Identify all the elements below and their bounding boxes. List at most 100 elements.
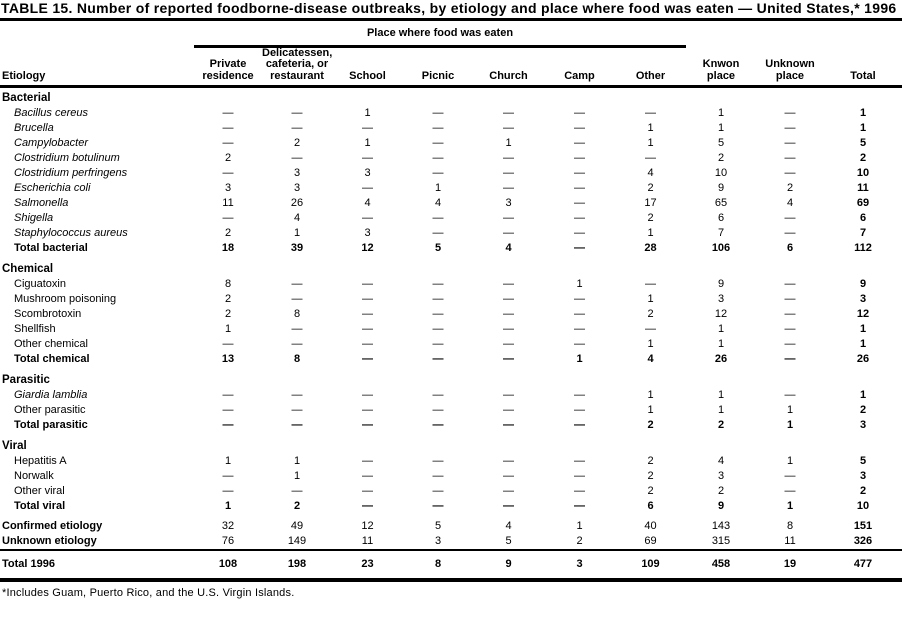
value-cell: 4 <box>786 197 794 209</box>
value-cell: 1 <box>859 323 867 335</box>
value-cell: — <box>503 167 514 179</box>
value-cell: 2 <box>647 308 654 320</box>
value-cell: 2 <box>224 293 232 305</box>
value-cell: 3 <box>434 535 442 547</box>
value-cell: — <box>291 278 303 290</box>
value-cell: 1 <box>505 137 512 149</box>
row-label: Campylobacter <box>14 137 88 149</box>
value-cell: — <box>574 419 585 431</box>
value-cell: — <box>503 182 514 194</box>
value-cell: 2 <box>293 137 301 149</box>
footnote: *Includes Guam, Puerto Rico, and the U.S… <box>2 587 295 599</box>
value-cell: 8 <box>293 353 301 365</box>
value-cell: 1 <box>786 404 794 416</box>
etiology-column-header: Etiology <box>0 46 194 88</box>
value-cell: — <box>291 122 303 134</box>
value-cell: — <box>222 389 234 401</box>
col-header-delicatessen: Delicatessen, cafeteria, or restaurant <box>262 46 332 88</box>
value-cell: 1 <box>717 404 725 416</box>
value-cell: 6 <box>786 242 794 254</box>
value-cell: — <box>362 500 373 512</box>
value-cell: — <box>784 227 796 239</box>
value-cell: — <box>574 167 585 179</box>
table-row: Scombrotoxin 2 8 — — — — 2 12 — 12 <box>0 307 902 322</box>
value-cell: — <box>574 182 585 194</box>
value-cell: 9 <box>717 500 725 512</box>
value-cell: 26 <box>856 353 870 365</box>
value-cell: — <box>503 107 514 119</box>
value-cell: 2 <box>647 419 654 431</box>
value-cell: — <box>574 485 585 497</box>
value-cell: 8 <box>224 278 232 290</box>
value-cell: 26 <box>290 197 304 209</box>
value-cell: 3 <box>505 197 512 209</box>
value-cell: 8 <box>403 549 473 582</box>
value-cell: 28 <box>644 242 657 254</box>
value-cell: — <box>574 404 585 416</box>
value-cell: 477 <box>824 549 902 582</box>
column-header-row: Etiology Private residence Delicatessen,… <box>0 46 902 88</box>
value-cell: — <box>784 308 796 320</box>
value-cell: 5 <box>434 242 442 254</box>
section-header-label: Chemical <box>2 263 54 275</box>
value-cell: — <box>222 338 234 350</box>
value-cell: — <box>784 212 796 224</box>
value-cell: — <box>574 197 585 209</box>
value-cell: 1 <box>786 500 794 512</box>
value-cell: 2 <box>859 152 867 164</box>
table-title: TABLE 15. Number of reported foodborne-d… <box>0 0 902 21</box>
value-cell: — <box>503 470 514 482</box>
table-row: Norwalk — 1 — — — — 2 3 — 3 <box>0 469 902 484</box>
value-cell: 11 <box>857 182 869 194</box>
value-cell: — <box>362 182 373 194</box>
section-header-label: Bacterial <box>2 92 51 104</box>
value-cell: — <box>503 308 514 320</box>
value-cell: 65 <box>714 197 728 209</box>
section-header-row: Chemical <box>0 256 902 277</box>
value-cell: 12 <box>361 242 374 254</box>
value-cell: 7 <box>717 227 725 239</box>
group-header-spacer <box>0 21 194 46</box>
value-cell: — <box>574 389 585 401</box>
value-cell: 10 <box>714 167 728 179</box>
value-cell: — <box>291 152 303 164</box>
value-cell: — <box>362 152 373 164</box>
row-label: Unknown etiology <box>2 535 97 547</box>
value-cell: — <box>503 293 514 305</box>
value-cell: 1 <box>717 323 725 335</box>
value-cell: — <box>784 107 796 119</box>
value-cell: 1 <box>576 278 583 290</box>
row-label: Clostridium perfringens <box>14 167 128 179</box>
col-header-camp: Camp <box>544 46 615 88</box>
value-cell: 2 <box>647 485 654 497</box>
value-cell: — <box>574 137 585 149</box>
value-cell: — <box>432 152 444 164</box>
value-cell: — <box>574 122 585 134</box>
value-cell: 326 <box>853 535 873 547</box>
value-cell: 1 <box>717 389 725 401</box>
value-cell: — <box>432 212 444 224</box>
grand-total-row: Total 1996 108 198 23 8 9 3 109 458 19 477 <box>0 549 902 582</box>
value-cell: 3 <box>859 293 867 305</box>
value-cell: — <box>432 137 444 149</box>
value-cell: 2 <box>576 535 583 547</box>
value-cell: — <box>503 152 514 164</box>
value-cell: 1 <box>859 389 867 401</box>
value-cell: — <box>645 323 656 335</box>
value-cell: — <box>291 293 303 305</box>
value-cell: 9 <box>717 182 725 194</box>
value-cell: — <box>503 323 514 335</box>
value-cell: 10 <box>856 167 870 179</box>
value-cell: 106 <box>711 242 731 254</box>
section-total-row: Total parasitic — — — — — — 2 2 1 3 <box>0 418 902 433</box>
value-cell: 5 <box>717 137 725 149</box>
row-label: Shigella <box>14 212 54 224</box>
table-row: Ciguatoxin 8 — — — — 1 — 9 — 9 <box>0 277 902 292</box>
table-row: Shellfish 1 — — — — — — 1 — 1 <box>0 322 902 337</box>
value-cell: 108 <box>194 549 262 582</box>
row-label: Salmonella <box>14 197 69 209</box>
value-cell: 1 <box>293 227 301 239</box>
value-cell: 151 <box>853 520 873 532</box>
row-label: Staphylococcus aureus <box>14 227 128 239</box>
row-label: Shellfish <box>14 323 56 335</box>
